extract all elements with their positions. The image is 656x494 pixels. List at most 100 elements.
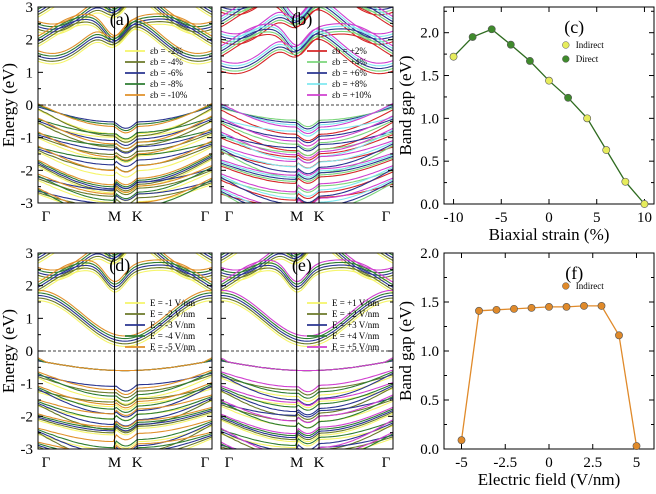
valence-band (38, 406, 212, 428)
data-point (506, 40, 515, 49)
kpoint-label: Γ (382, 209, 391, 225)
valence-band (38, 120, 212, 153)
legend-label: E = +4 V/nm (332, 331, 379, 341)
valence-band (38, 115, 212, 150)
conduction-band (221, 253, 393, 254)
conduction-band (221, 30, 393, 67)
y-tick-label: -3 (21, 442, 34, 458)
legend-label: E = -3 V/nm (150, 320, 195, 330)
valence-band (221, 419, 393, 449)
x-tick-label: 5 (633, 455, 641, 471)
conduction-band (38, 294, 212, 342)
valence-band (38, 127, 212, 161)
panel-label: (b) (291, 9, 312, 30)
conduction-band (38, 209, 212, 243)
conduction-band (38, 261, 212, 286)
kpoint-label: M (290, 209, 303, 225)
y-tick-label: 2.0 (420, 26, 439, 42)
conduction-band (221, 253, 393, 279)
legend-label: E = +1 V/nm (332, 298, 379, 308)
conduction-band (38, 297, 212, 345)
conduction-band (221, 7, 393, 23)
conduction-band (38, 13, 212, 37)
conduction-band (221, 253, 393, 276)
y-axis-title: Energy (eV) (0, 309, 18, 393)
conduction-band (221, 292, 393, 340)
conduction-band (38, 253, 212, 256)
x-tick-label: 0 (545, 210, 553, 226)
valence-band (38, 169, 212, 197)
valence-band (38, 166, 212, 201)
conduction-band (221, 261, 393, 286)
data-point (597, 302, 606, 310)
conduction-band (221, 217, 393, 252)
panel-label: (f) (565, 263, 583, 284)
band-curves (38, 7, 212, 203)
valence-band (221, 434, 393, 449)
legend-label: εb = +6% (332, 68, 367, 78)
y-axis-title: Band gap (eV) (396, 301, 415, 401)
y-tick-label: -2 (21, 409, 34, 425)
valence-band (38, 157, 212, 192)
conduction-band (221, 253, 393, 264)
y-tick-label: 0 (26, 98, 34, 114)
conduction-band (38, 7, 212, 25)
data-point (527, 303, 536, 312)
band-curves (221, 217, 393, 449)
valence-band (38, 179, 212, 203)
data-point (492, 305, 501, 314)
valence-band (221, 372, 393, 406)
band-panel-e: Γ M K Γ(e)E = +1 V/nmE = +2 V/nmE = +3 V/nm… (220, 217, 394, 471)
valence-band (38, 408, 212, 430)
valence-band (221, 408, 393, 437)
valence-band (221, 157, 393, 182)
valence-band (38, 395, 212, 422)
conduction-band (38, 217, 212, 252)
valence-band (221, 397, 393, 418)
valence-band (221, 183, 393, 203)
y-tick-label: 1 (26, 311, 34, 327)
valence-band (38, 103, 212, 134)
valence-band (221, 120, 393, 150)
conduction-band (221, 33, 393, 57)
valence-band (221, 406, 393, 435)
panel-label: (c) (564, 17, 584, 38)
conduction-band (221, 267, 393, 291)
kpoint-label: Γ (225, 455, 234, 471)
valence-band (38, 397, 212, 427)
y-tick-label: 2 (26, 279, 34, 295)
valence-band (38, 419, 212, 443)
data-point (562, 302, 571, 311)
valence-band (38, 154, 212, 188)
valence-band (221, 106, 393, 130)
conduction-band (38, 21, 212, 45)
x-tick-label: -5 (495, 210, 508, 226)
kpoint-label: Γ (225, 209, 234, 225)
kpoint-label: Γ (201, 455, 210, 471)
valence-band (221, 154, 393, 178)
conduction-band (228, 7, 386, 8)
data-point (487, 25, 496, 34)
y-tick-label: 3 (26, 246, 34, 262)
valence-band (221, 422, 393, 449)
legend-label: E = -1 V/nm (150, 298, 195, 308)
kpoint-label: Γ (42, 455, 51, 471)
conduction-band (221, 28, 393, 64)
valence-band (221, 369, 393, 393)
band-curves (38, 209, 212, 449)
data-point (457, 436, 466, 445)
conduction-band (221, 38, 393, 75)
conduction-band (221, 7, 393, 16)
legend-marker (562, 282, 570, 290)
y-axis-title: Energy (eV) (0, 63, 18, 147)
valence-band (221, 115, 393, 147)
valence-band (221, 169, 393, 195)
legend-label: εb = -8% (150, 79, 183, 89)
data-point (602, 146, 611, 154)
valence-band (38, 116, 212, 140)
conduction-band (38, 267, 212, 291)
kpoint-label: M (108, 455, 121, 471)
conduction-band (38, 253, 212, 276)
legend-label: εb = +2% (332, 46, 367, 56)
valence-band (221, 423, 393, 449)
